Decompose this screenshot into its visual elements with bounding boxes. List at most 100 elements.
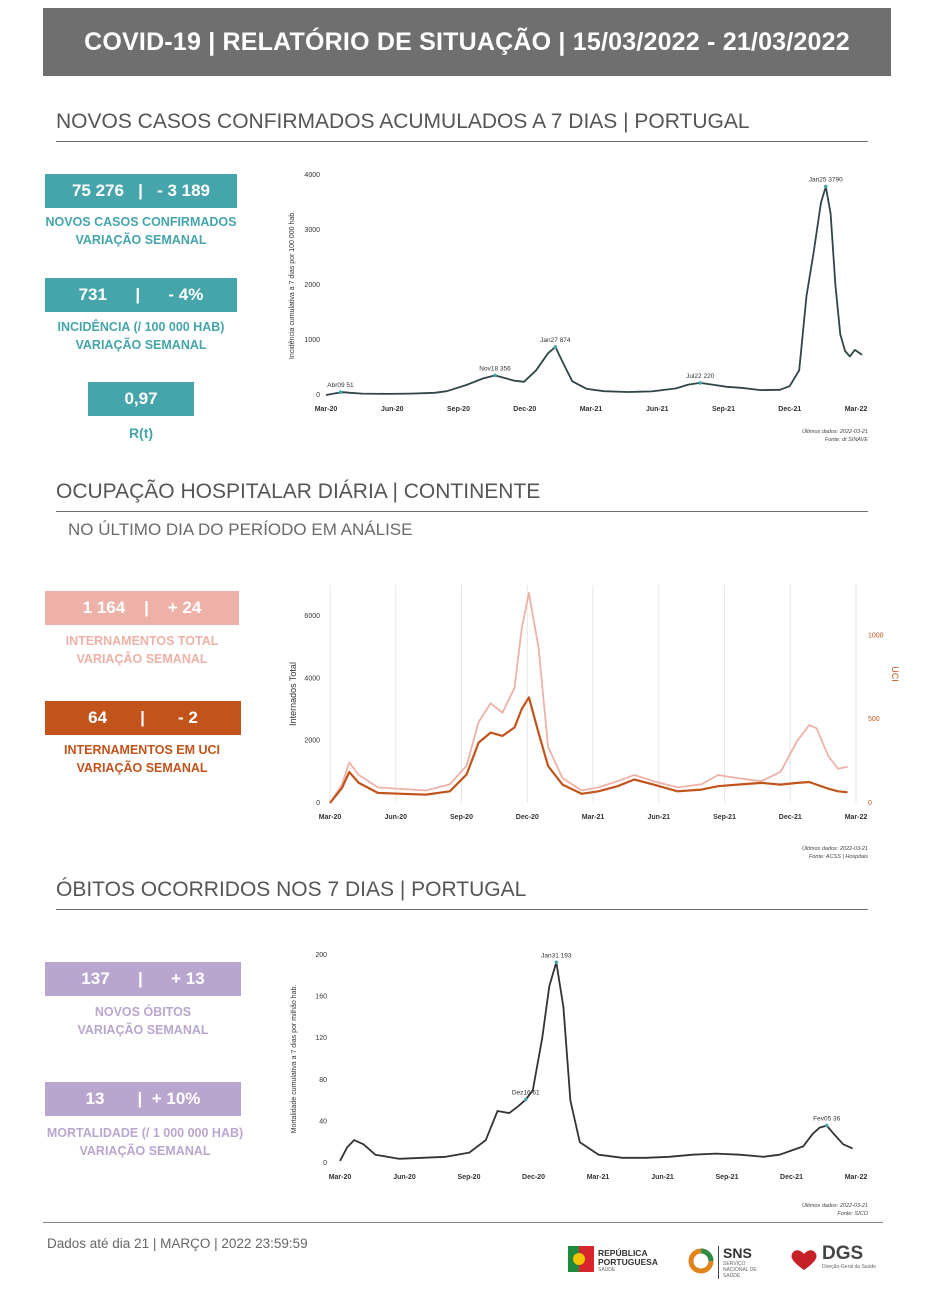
- x-tick-label: Dec-21: [780, 1174, 803, 1181]
- logo2-text: SNS: [723, 1245, 752, 1261]
- y-tick-label: 4000: [304, 675, 320, 682]
- republica-flag-icon: [568, 1246, 594, 1272]
- kpi-hosp-total: 1 164 | + 24: [45, 591, 239, 625]
- kpi-mortality: 13 | + 10%: [45, 1082, 241, 1116]
- x-tick-label: Jun-20: [393, 1174, 416, 1181]
- chart-cases: Mar-20 Jun-20 Sep-20 Dec-20 Mar-21 Jun-21 Sep-…: [282, 165, 882, 455]
- y2-axis-label: UCI: [890, 666, 900, 682]
- y-tick-label: 40: [319, 1118, 327, 1125]
- annotation-point: [823, 184, 828, 189]
- chart-note-source: Fonte: SICO: [837, 1211, 868, 1217]
- kpi-mortality-label: MORTALIDADE (/ 1 000 000 HAB) VARIAÇÃO SE…: [46, 1126, 244, 1158]
- chart-note-date: Últimos dados: 2022-03-21: [802, 845, 868, 852]
- logo3-text: DGS: [822, 1243, 864, 1264]
- logo3-sub: Direção-Geral da Saúde: [822, 1264, 876, 1270]
- logo-republica: REPÚBLICA PORTUGUESA SAÚDE: [568, 1240, 678, 1284]
- x-tick-label: Sep-20: [447, 406, 470, 413]
- y-tick-label: 200: [315, 952, 327, 959]
- annotation-point: [554, 960, 559, 965]
- section3-rule: [56, 909, 868, 910]
- x-tick-label: Jun-21: [646, 406, 669, 413]
- y2-tick-label: 500: [868, 716, 880, 723]
- section1-title: NOVOS CASOS CONFIRMADOS ACUMULADOS A 7 D…: [56, 110, 750, 133]
- annotation-point: [338, 390, 343, 394]
- y-tick-label: 3000: [304, 227, 320, 234]
- section2-title: OCUPAÇÃO HOSPITALAR DIÁRIA | CONTINENTE: [56, 480, 541, 503]
- y-tick-label: 0: [316, 800, 320, 807]
- annotation-point: [493, 373, 497, 378]
- chart-note-date: Últimos dados: 2022-03-21: [802, 1202, 868, 1209]
- y-tick-label: 1000: [304, 337, 320, 344]
- kpi-incidence: 731 | - 4%: [45, 278, 237, 312]
- x-tick-label: Jun-20: [381, 406, 404, 413]
- section2-subtitle: NO ÚLTIMO DIA DO PERÍODO EM ANÁLISE: [68, 520, 413, 539]
- kpi-hosp-total-label: INTERNAMENTOS TOTAL VARIAÇÃO SEMANAL: [65, 634, 219, 666]
- x-tick-label: Sep-20: [458, 1174, 481, 1181]
- chart-deaths: Mar-20 Jun-20 Sep-20 Dec-20 Mar-21 Jun-21 Sep-…: [282, 935, 882, 1220]
- chart-note-source: Fonte: ACSS | Hospitais: [809, 854, 868, 860]
- chart-hospital: Mar-20 Jun-20 Sep-20 Dec-20 Mar-21 Jun-21 Sep-…: [282, 565, 902, 870]
- x-tick-label: Mar-20: [319, 814, 342, 821]
- annotation-label: Nov18 356: [479, 365, 511, 372]
- section1-rule: [56, 141, 868, 142]
- series-line: [339, 961, 853, 1162]
- section3-title: ÓBITOS OCORRIDOS NOS 7 DIAS | PORTUGAL: [56, 878, 527, 901]
- annotation-label: Fev05 36: [813, 1116, 840, 1123]
- x-tick-label: Mar-22: [845, 814, 868, 821]
- y-axis-label: Mortalidade cumulativa a 7 dias por milh…: [291, 985, 298, 1134]
- kpi-deaths: 137 | + 13: [45, 962, 241, 996]
- annotation-point: [824, 1123, 829, 1128]
- x-tick-label: Jun-20: [384, 814, 407, 821]
- chart-note-source: Fonte: dt SINAVE: [825, 437, 868, 443]
- section2-rule: [56, 511, 868, 512]
- y-tick-label: 120: [315, 1035, 327, 1042]
- sns-ring-icon: [688, 1248, 714, 1274]
- x-tick-label: Dec-20: [516, 814, 539, 821]
- x-tick-label: Jun-21: [651, 1174, 674, 1181]
- logo-dgs: DGS Direção-Geral da Saúde: [790, 1240, 898, 1284]
- chart-note-date: Últimos dados: 2022-03-21: [802, 428, 868, 435]
- annotation-label: Jan27 874: [540, 337, 571, 344]
- logo1-sub: SAÚDE: [598, 1267, 616, 1273]
- report-header: COVID-19 | RELATÓRIO DE SITUAÇÃO | 15/03…: [43, 8, 891, 76]
- x-tick-label: Sep-20: [450, 814, 473, 821]
- kpi-icu: 64 | - 2: [45, 701, 241, 735]
- kpi-icu-label: INTERNAMENTOS EM UCI VARIAÇÃO SEMANAL: [63, 743, 221, 775]
- x-tick-label: Jun-21: [647, 814, 670, 821]
- x-tick-label: Dec-20: [522, 1174, 545, 1181]
- kpi-incidence-label: INCIDÊNCIA (/ 100 000 HAB) VARIAÇÃO SEMAN…: [57, 320, 225, 352]
- kpi-rt-label: R(t): [128, 425, 154, 441]
- y2-tick-label: 0: [868, 800, 872, 807]
- logo-sns: SNS SERVIÇO NACIONAL DE SAÚDE: [688, 1240, 778, 1284]
- y-tick-label: 2000: [304, 282, 320, 289]
- logo1-line1: REPÚBLICA: [598, 1248, 648, 1258]
- x-tick-label: Mar-21: [587, 1174, 610, 1181]
- annotation-label: Abr09 51: [327, 382, 354, 389]
- annotation-label: Jul22 220: [686, 373, 715, 380]
- logo1-line2: PORTUGUESA: [598, 1257, 658, 1267]
- series-line: [329, 696, 848, 804]
- x-tick-label: Mar-21: [580, 406, 603, 413]
- footer-date: Dados até dia 21 | MARÇO | 2022 23:59:59: [47, 1236, 308, 1251]
- kpi-new-cases: 75 276 | - 3 189: [45, 174, 237, 208]
- x-tick-label: Dec-20: [513, 406, 536, 413]
- series-line: [325, 185, 863, 396]
- annotation-label: Jan25 3790: [809, 177, 843, 184]
- kpi-new-cases-label: NOVOS CASOS CONFIRMADOS VARIAÇÃO SEMANAL: [45, 215, 237, 247]
- x-tick-label: Mar-20: [329, 1174, 352, 1181]
- y-tick-label: 80: [319, 1077, 327, 1084]
- y-tick-label: 4000: [304, 172, 320, 179]
- x-tick-label: Mar-22: [845, 406, 868, 413]
- y-tick-label: 2000: [304, 738, 320, 745]
- x-tick-label: Sep-21: [712, 406, 735, 413]
- kpi-deaths-label: NOVOS ÓBITOS VARIAÇÃO SEMANAL: [77, 1005, 209, 1037]
- footer-rule: [43, 1222, 883, 1223]
- y-tick-label: 0: [323, 1160, 327, 1167]
- x-tick-label: Dec-21: [778, 406, 801, 413]
- x-tick-label: Dec-21: [779, 814, 802, 821]
- kpi-rt: 0,97: [88, 382, 194, 416]
- x-tick-label: Mar-21: [582, 814, 605, 821]
- annotation-label: Jan31 193: [541, 952, 572, 959]
- y-tick-label: 0: [316, 392, 320, 399]
- x-tick-label: Mar-20: [315, 406, 338, 413]
